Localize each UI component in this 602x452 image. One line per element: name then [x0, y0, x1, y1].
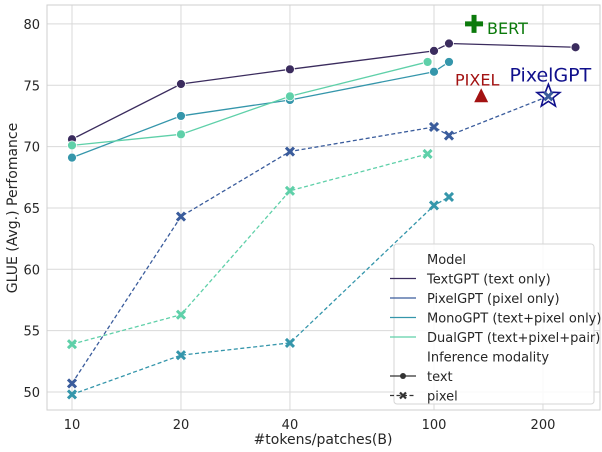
data-point [422, 148, 433, 160]
series-line-dualgpt-text [71, 61, 428, 147]
legend-label: pixel [427, 390, 458, 405]
legend-label: Inference modality [427, 351, 549, 366]
legend-marker [400, 373, 406, 379]
plot-frame [46, 4, 601, 411]
data-point [175, 211, 187, 222]
data-point [444, 57, 454, 67]
series-line-textgpt-text [71, 42, 576, 140]
data-point [285, 64, 295, 75]
x-tick-label: 40 [282, 418, 299, 433]
y-tick-label: 80 [23, 18, 40, 33]
x-tick-label: 200 [531, 418, 556, 433]
pixel-label: PIXEL [455, 70, 499, 89]
data-point [570, 42, 581, 53]
legend-label: DualGPT (text+pixel+pair) [427, 331, 600, 346]
legend-box [393, 243, 595, 405]
y-tick-label: 55 [23, 325, 40, 340]
series-line-monogpt-text [71, 61, 450, 159]
data-point [66, 339, 78, 350]
x-tick-label: 100 [422, 418, 447, 433]
data-point [175, 350, 187, 361]
bert-label: BERT [487, 19, 528, 38]
data-point [443, 130, 455, 141]
data-point [284, 337, 296, 348]
y-tick-label: 60 [23, 263, 40, 278]
x-axis-label: #tokens/patches(B) [254, 432, 393, 448]
data-point [176, 111, 186, 121]
series [66, 38, 581, 400]
data-point [443, 191, 455, 202]
legend-marker [399, 391, 407, 400]
legend-label: PixelGPT (pixel only) [427, 292, 560, 307]
data-point [285, 91, 295, 102]
pixel-triangle-marker [474, 88, 489, 103]
data-point [543, 91, 554, 102]
legend-label: MonoGPT (text+pixel only) [427, 312, 601, 327]
data-point [67, 152, 77, 163]
legend-label: Model [427, 253, 466, 268]
data-point [66, 389, 78, 400]
data-point [176, 79, 186, 89]
annotations: BERT PIXEL PixelGPT [455, 14, 592, 108]
series-line-pixelgpt-pixel [71, 95, 549, 384]
data-point [422, 57, 433, 67]
data-point [284, 146, 296, 157]
data-point [284, 185, 296, 196]
x-tick-label: 20 [173, 418, 190, 433]
legend: Model TextGPT (text only) PixelGPT (pixel … [390, 243, 601, 405]
ticks: 10 20 40 100 200 50 55 60 65 70 75 80 [23, 18, 555, 433]
y-tick-label: 75 [23, 79, 40, 94]
legend-label: text [427, 370, 453, 385]
data-point [428, 200, 440, 211]
data-point [428, 121, 440, 133]
data-point [176, 129, 186, 140]
series-line-dualgpt-pixel [71, 153, 428, 345]
data-point [429, 45, 439, 56]
data-point [66, 378, 78, 389]
pixelgpt-label: PixelGPT [510, 64, 592, 86]
y-tick-label: 70 [23, 141, 40, 156]
series-line-monogpt-pixel [71, 196, 450, 396]
data-point [67, 140, 77, 151]
data-point [429, 66, 439, 77]
legend-label: TextGPT (text only) [426, 273, 551, 288]
y-tick-label: 50 [23, 386, 40, 401]
data-point [444, 38, 454, 49]
y-axis-label: GLUE (Avg.) Perfomance [5, 123, 21, 293]
bert-plus-marker [465, 14, 484, 33]
y-tick-label: 65 [23, 202, 40, 217]
x-tick-label: 10 [64, 418, 81, 433]
data-point [175, 309, 187, 320]
